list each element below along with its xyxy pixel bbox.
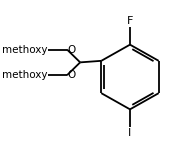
Text: O: O	[68, 70, 76, 80]
Text: methoxy: methoxy	[2, 70, 47, 80]
Text: methoxy: methoxy	[2, 45, 47, 55]
Text: I: I	[128, 128, 132, 138]
Text: O: O	[68, 45, 76, 55]
Text: F: F	[127, 16, 133, 26]
